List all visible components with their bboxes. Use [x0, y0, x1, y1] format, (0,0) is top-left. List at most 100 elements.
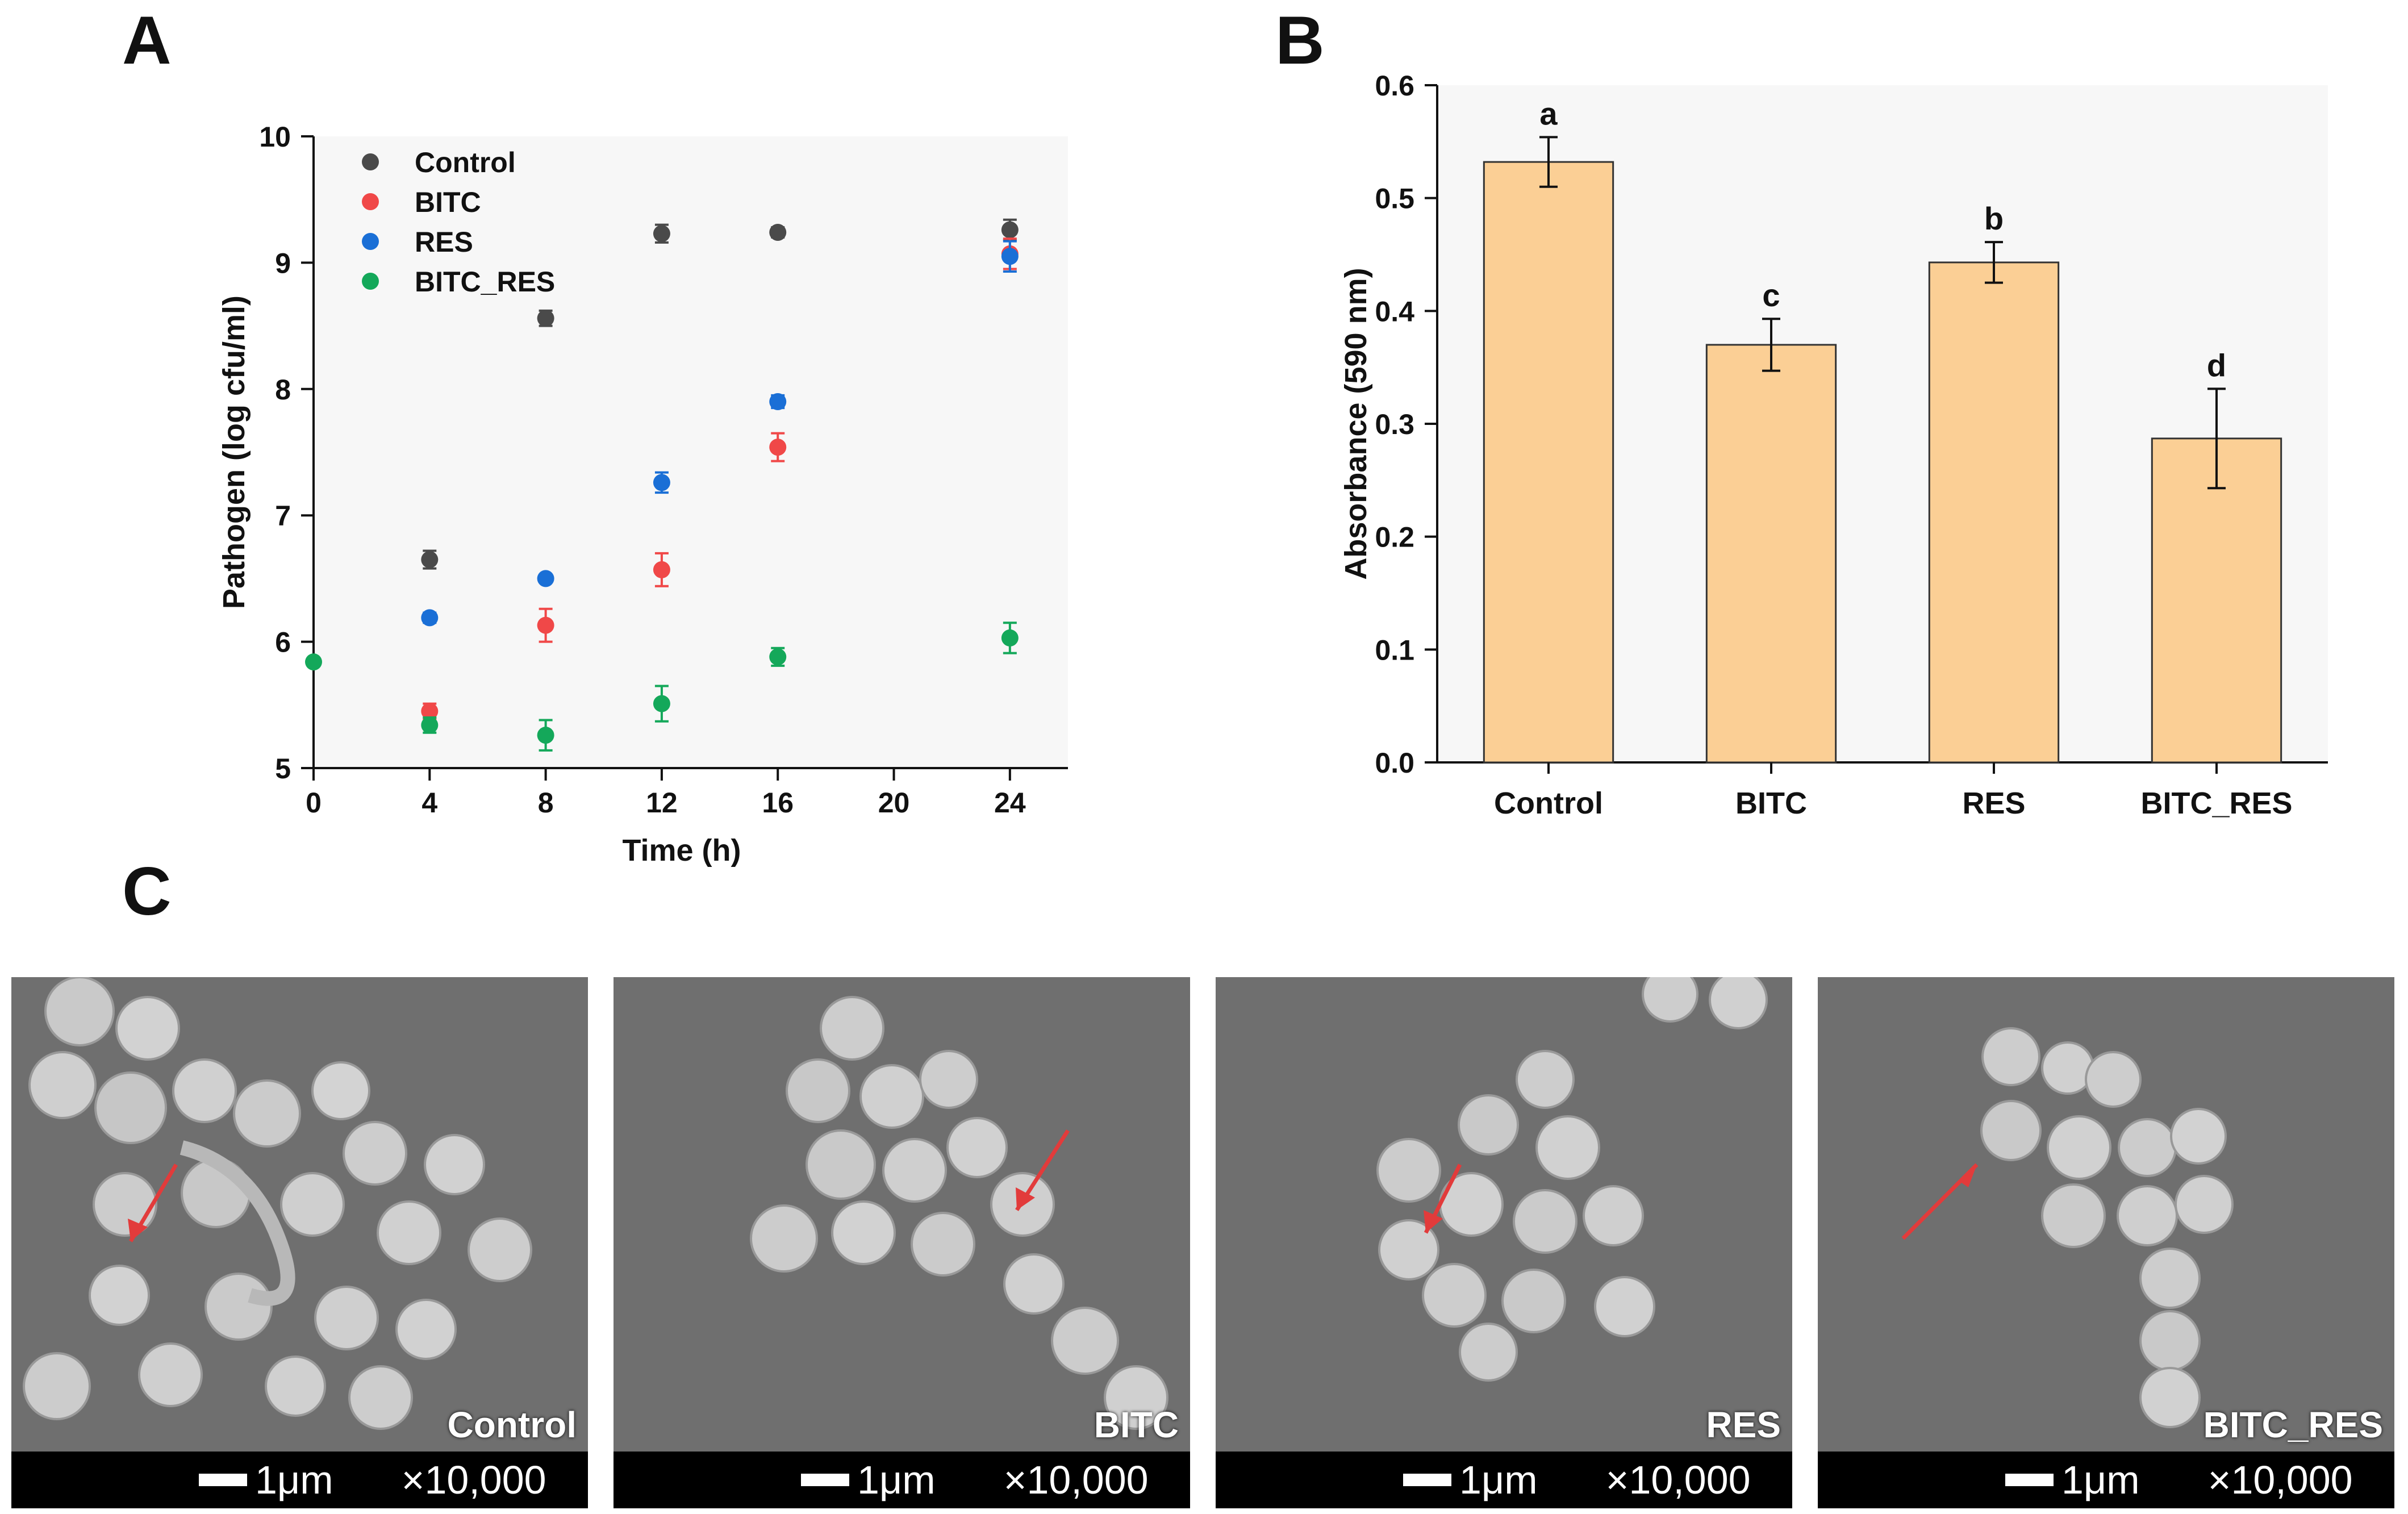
- sem-image-res: RES 1μm ×10,000: [1216, 977, 1792, 1508]
- x-tick-label: BITC: [1735, 786, 1807, 820]
- data-point: [653, 695, 670, 712]
- legend-marker: [362, 233, 379, 250]
- sem-caption: BITC_RES: [2203, 1404, 2384, 1445]
- data-point: [653, 225, 670, 243]
- plot-area-a: [314, 136, 1068, 768]
- x-tick-label: 24: [994, 787, 1026, 819]
- bacteria-cluster: [1980, 1027, 2234, 1428]
- absorbance-bar-chart: 0.0 0.1 0.2 0.3 0.4 0.5 0.6 a Control c BITC b RES d…: [1339, 70, 2328, 820]
- panel-label-a: A: [122, 2, 172, 78]
- y-tick-label: 6: [275, 627, 291, 658]
- data-point: [537, 570, 554, 587]
- data-point: [1001, 248, 1019, 265]
- y-tick-label: 8: [275, 374, 291, 406]
- bar-group-control: a Control: [1483, 95, 1614, 820]
- scale-bar-line: [801, 1474, 849, 1486]
- sem-caption: BITC: [1094, 1404, 1179, 1445]
- sem-surface: [1376, 977, 1768, 1382]
- legend-marker: [362, 153, 379, 170]
- data-point: [769, 648, 787, 666]
- data-point: [537, 727, 554, 744]
- sem-image-bitc-res: BITC_RES 1μm ×10,000: [1818, 977, 2394, 1508]
- significance-letter: c: [1762, 277, 1780, 313]
- y-tick-label: 0.1: [1375, 634, 1414, 666]
- y-tick-label: 5: [275, 753, 291, 785]
- data-point: [421, 716, 439, 734]
- bar: [1483, 161, 1614, 764]
- bar: [2151, 437, 2282, 764]
- legend-label: Control: [415, 147, 516, 178]
- data-point: [537, 310, 554, 327]
- magnification: ×10,000: [1003, 1458, 1149, 1502]
- legend-label: BITC: [415, 186, 481, 218]
- data-point: [769, 224, 787, 241]
- y-tick-label: 9: [275, 247, 291, 279]
- bar-group-res: b RES: [1928, 201, 2060, 820]
- x-tick-label: 16: [762, 787, 794, 819]
- x-tick-label: 8: [538, 787, 554, 819]
- y-tick-label: 0.0: [1375, 747, 1414, 779]
- growth-scatter-chart: 0 4 8 12 16 20 24 5 6 7 8 9 10 Control BITC RES BITC_RE…: [217, 121, 1068, 867]
- significance-letter: d: [2207, 347, 2226, 383]
- sem-surface: [23, 977, 532, 1430]
- y-tick-label: 7: [275, 500, 291, 532]
- legend-marker: [362, 273, 379, 290]
- data-point: [421, 551, 439, 569]
- series-bitc-res: [305, 622, 1019, 752]
- bar-group-bitc: c BITC: [1705, 277, 1837, 820]
- x-tick-label: 0: [306, 787, 322, 819]
- scale-length: 1μm: [255, 1458, 333, 1502]
- x-tick-label: 20: [878, 787, 910, 819]
- sem-surface: [750, 996, 1168, 1430]
- x-axis-label-a: Time (h): [622, 833, 741, 867]
- data-point: [421, 702, 439, 720]
- x-tick-label: BITC_RES: [2140, 786, 2292, 820]
- scale-bar-line: [1403, 1474, 1451, 1486]
- scale-length: 1μm: [2061, 1458, 2140, 1502]
- scale-bar: 1μm ×10,000: [1818, 1452, 2394, 1508]
- bar: [1928, 261, 2060, 764]
- data-point: [1001, 629, 1019, 647]
- magnification: ×10,000: [401, 1458, 546, 1502]
- y-axis-label-a: Pathogen (log cfu/ml): [217, 295, 251, 609]
- series-control: [421, 218, 1019, 570]
- bacteria-cluster: [23, 977, 532, 1430]
- y-tick-label: 0.2: [1375, 522, 1414, 553]
- data-point: [653, 561, 670, 578]
- bacteria-cluster: [750, 996, 1168, 1430]
- legend-label: BITC_RES: [415, 266, 555, 298]
- bar: [1705, 344, 1837, 764]
- panel-label-b: B: [1275, 2, 1325, 78]
- data-point: [769, 393, 787, 411]
- sem-caption: RES: [1706, 1404, 1781, 1445]
- bacteria-cluster: [1376, 977, 1768, 1382]
- scale-bar: 1μm ×10,000: [11, 1452, 588, 1508]
- data-point: [1001, 221, 1019, 239]
- x-tick-label: 12: [646, 787, 678, 819]
- data-point: [305, 653, 322, 671]
- bar-group-bitc-res: d BITC_RES: [2140, 347, 2292, 820]
- y-tick-label: 10: [259, 121, 291, 153]
- x-tick-label: 4: [421, 787, 437, 819]
- data-point: [769, 439, 787, 456]
- y-tick-label: 0.3: [1375, 408, 1414, 440]
- scale-bar: 1μm ×10,000: [1216, 1452, 1792, 1508]
- sem-image-bitc: BITC 1μm ×10,000: [614, 977, 1190, 1508]
- sem-caption: Control: [447, 1404, 577, 1445]
- y-tick-label: 0.4: [1375, 295, 1414, 327]
- scale-bar: 1μm ×10,000: [614, 1452, 1190, 1508]
- scale-length: 1μm: [1459, 1458, 1538, 1502]
- data-point: [421, 609, 439, 627]
- x-tick-label: RES: [1962, 786, 2025, 820]
- y-axis-label-b: Absorbance (590 nm): [1339, 268, 1373, 579]
- y-tick-label: 0.5: [1375, 183, 1414, 215]
- data-point: [537, 616, 554, 634]
- scale-length: 1μm: [857, 1458, 936, 1502]
- y-tick-label: 0.6: [1375, 70, 1414, 102]
- legend-marker: [362, 193, 379, 210]
- series-res: [421, 240, 1019, 627]
- significance-letter: b: [1984, 201, 2004, 236]
- legend-label: RES: [415, 226, 473, 258]
- magnification: ×10,000: [2207, 1458, 2353, 1502]
- scale-bar-line: [2005, 1474, 2054, 1486]
